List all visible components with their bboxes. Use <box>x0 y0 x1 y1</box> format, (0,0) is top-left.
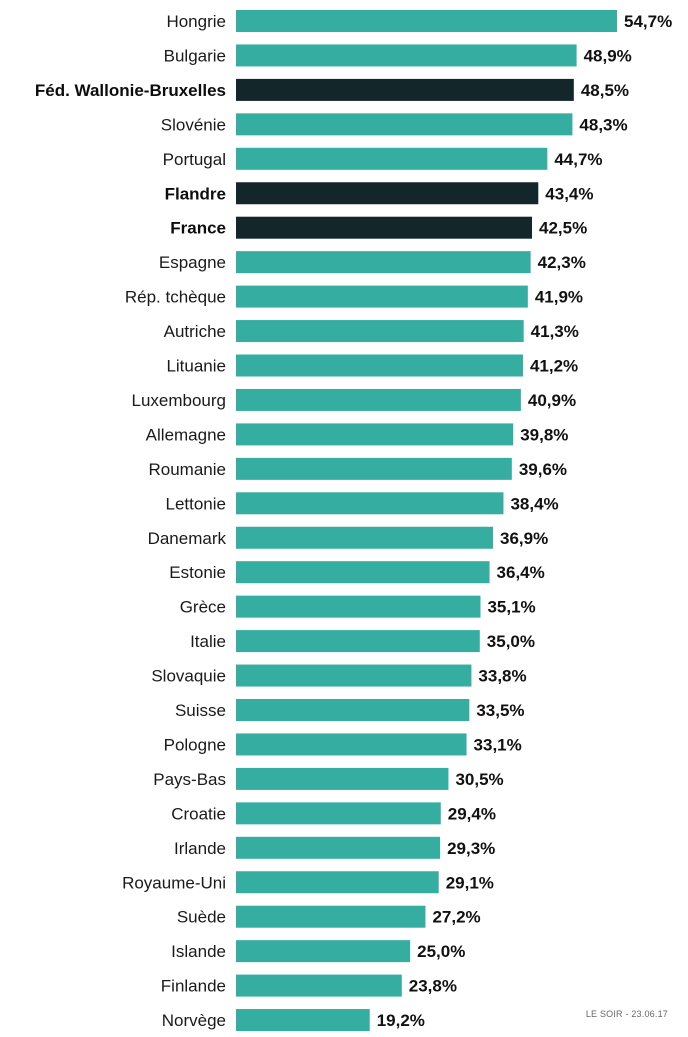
category-label-fed-wallonie-bruxelles: Féd. Wallonie-Bruxelles <box>35 81 226 100</box>
category-label-roumanie: Roumanie <box>149 460 227 479</box>
value-label-croatie: 29,4% <box>448 804 496 823</box>
bar-autriche <box>236 320 524 343</box>
bar-grece <box>236 595 481 618</box>
bar-france <box>236 216 533 239</box>
value-label-danemark: 36,9% <box>500 529 548 548</box>
bar-espagne <box>236 251 531 274</box>
value-label-bulgarie: 48,9% <box>584 46 632 65</box>
bar-norvege <box>236 1009 370 1032</box>
value-label-espagne: 42,3% <box>538 253 586 272</box>
bar-suisse <box>236 699 470 721</box>
value-label-lettonie: 38,4% <box>510 494 558 513</box>
value-label-irlande: 29,3% <box>447 839 495 858</box>
bar-pologne <box>236 733 467 756</box>
bar-suede <box>236 905 426 928</box>
category-label-suisse: Suisse <box>175 701 226 720</box>
value-label-flandre: 43,4% <box>545 184 593 203</box>
bar-allemagne <box>236 423 514 446</box>
bar-islande <box>236 940 411 963</box>
value-label-estonie: 36,4% <box>497 563 545 582</box>
bar-finlande <box>236 974 402 997</box>
bar-roumanie <box>236 457 512 480</box>
value-label-allemagne: 39,8% <box>520 425 568 444</box>
category-label-pays-bas: Pays-Bas <box>153 770 226 789</box>
category-label-autriche: Autriche <box>164 322 226 341</box>
value-label-pologne: 33,1% <box>474 735 522 754</box>
category-label-italie: Italie <box>190 632 226 651</box>
category-label-finlande: Finlande <box>161 977 226 996</box>
bar-portugal <box>236 147 548 170</box>
category-label-croatie: Croatie <box>171 804 226 823</box>
bar-estonie <box>236 561 490 584</box>
value-label-fed-wallonie-bruxelles: 48,5% <box>581 81 629 100</box>
bar-irlande <box>236 836 441 859</box>
bar-hongrie <box>236 10 617 32</box>
category-label-suede: Suède <box>177 908 226 927</box>
category-label-hongrie: Hongrie <box>166 12 226 31</box>
category-label-france: France <box>170 219 226 238</box>
value-label-suede: 27,2% <box>432 908 480 927</box>
value-label-autriche: 41,3% <box>531 322 579 341</box>
bar-bulgarie <box>236 44 577 67</box>
bar-lettonie <box>236 492 504 515</box>
value-label-islande: 25,0% <box>417 942 465 961</box>
value-label-italie: 35,0% <box>487 632 535 651</box>
category-label-rep-tcheque: Rép. tchèque <box>125 288 226 307</box>
category-label-danemark: Danemark <box>148 529 227 548</box>
bar-fed-wallonie-bruxelles <box>236 78 574 101</box>
bar-croatie <box>236 802 441 825</box>
source-credit: LE SOIR - 23.06.17 <box>585 1009 668 1019</box>
bar-luxembourg <box>236 388 521 411</box>
bar-flandre <box>236 182 539 205</box>
bar-pays-bas <box>236 767 449 790</box>
category-label-allemagne: Allemagne <box>146 425 226 444</box>
category-label-irlande: Irlande <box>174 839 226 858</box>
bar-rep-tcheque <box>236 285 528 308</box>
category-label-grece: Grèce <box>180 598 226 617</box>
category-label-bulgarie: Bulgarie <box>164 46 226 65</box>
category-label-estonie: Estonie <box>169 563 226 582</box>
bar-slovaquie <box>236 664 472 687</box>
bar-italie <box>236 630 480 653</box>
value-label-norvege: 19,2% <box>377 1011 425 1030</box>
category-label-lettonie: Lettonie <box>166 494 227 513</box>
value-label-lituanie: 41,2% <box>530 357 578 376</box>
bar-royaume-uni <box>236 871 439 894</box>
category-label-portugal: Portugal <box>163 150 226 169</box>
value-label-grece: 35,1% <box>487 598 535 617</box>
category-label-slovenie: Slovénie <box>161 115 226 134</box>
category-label-lituanie: Lituanie <box>166 357 226 376</box>
value-label-portugal: 44,7% <box>554 150 602 169</box>
category-label-norvege: Norvège <box>162 1011 226 1030</box>
value-label-suisse: 33,5% <box>476 701 524 720</box>
value-label-france: 42,5% <box>539 219 587 238</box>
bar-slovenie <box>236 113 573 136</box>
value-label-rep-tcheque: 41,9% <box>535 288 583 307</box>
category-label-islande: Islande <box>171 942 226 961</box>
category-label-luxembourg: Luxembourg <box>131 391 226 410</box>
category-label-royaume-uni: Royaume-Uni <box>122 873 226 892</box>
value-label-slovaquie: 33,8% <box>478 667 526 686</box>
category-label-slovaquie: Slovaquie <box>151 667 226 686</box>
value-label-luxembourg: 40,9% <box>528 391 576 410</box>
category-label-flandre: Flandre <box>165 184 226 203</box>
bar-lituanie <box>236 354 523 377</box>
value-label-pays-bas: 30,5% <box>455 770 503 789</box>
value-label-finlande: 23,8% <box>409 977 457 996</box>
value-label-slovenie: 48,3% <box>579 115 627 134</box>
value-label-hongrie: 54,7% <box>624 12 672 31</box>
value-label-roumanie: 39,6% <box>519 460 567 479</box>
category-label-espagne: Espagne <box>159 253 226 272</box>
category-label-pologne: Pologne <box>164 735 226 754</box>
value-label-royaume-uni: 29,1% <box>446 873 494 892</box>
bar-danemark <box>236 526 494 549</box>
